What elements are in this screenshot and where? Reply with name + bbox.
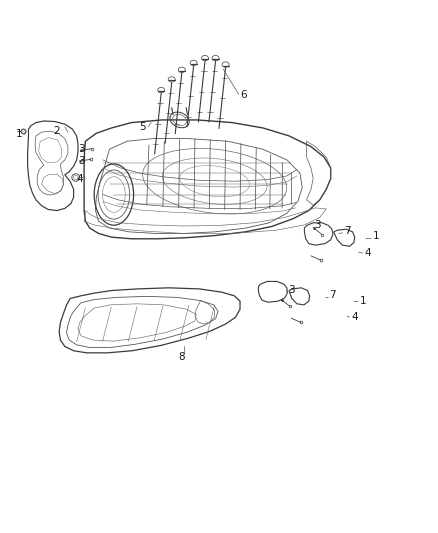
Text: 7: 7: [344, 226, 350, 236]
Text: 5: 5: [139, 122, 146, 132]
Text: 3: 3: [288, 285, 295, 295]
Text: 1: 1: [360, 296, 367, 305]
Text: 8: 8: [179, 352, 185, 362]
Text: 4: 4: [364, 248, 371, 257]
Text: 4: 4: [77, 174, 83, 183]
Text: 1: 1: [15, 130, 22, 139]
Text: 6: 6: [240, 90, 247, 100]
Text: 3: 3: [78, 144, 85, 154]
Text: 2: 2: [53, 126, 60, 135]
Text: 3: 3: [78, 157, 85, 166]
Text: 3: 3: [314, 221, 321, 230]
Text: 1: 1: [373, 231, 380, 241]
Text: 4: 4: [351, 312, 358, 321]
Text: 7: 7: [329, 290, 336, 300]
